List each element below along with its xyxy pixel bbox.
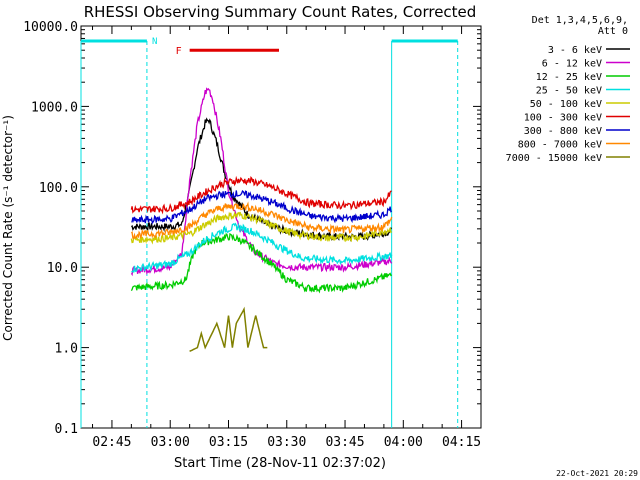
chart-title: RHESSI Observing Summary Count Rates, Co… — [84, 3, 477, 21]
night-label: N — [152, 37, 157, 47]
legend-label-5: 100 - 300 keV — [524, 113, 602, 124]
night-flare-markers: NF — [80, 37, 459, 428]
y-axis: 0.1 1.0 10.0 100.0 1000.0 10000.0 — [23, 20, 481, 437]
legend-header-1: Att 0 — [598, 26, 628, 37]
legend-label-6: 300 - 800 keV — [524, 126, 602, 137]
x-axis: 02:45 03:00 03:15 03:30 03:45 04:00 04:15 — [92, 26, 482, 450]
legend-label-1: 6 - 12 keV — [542, 59, 602, 70]
legend: Det 1,3,4,5,6,9,Att 0 3 - 6 keV 6 - 12 keV… — [506, 15, 630, 164]
legend-header-0: Det 1,3,4,5,6,9, — [532, 15, 628, 26]
x-tick-label: 02:45 — [92, 435, 131, 450]
series-line-8 — [189, 306, 268, 352]
x-tick-label: 03:30 — [267, 435, 306, 450]
series-line-2 — [130, 232, 393, 294]
series-line-4 — [130, 211, 393, 245]
flare-label: F — [176, 46, 182, 57]
legend-label-8: 7000 - 15000 keV — [506, 153, 602, 164]
series-line-7 — [130, 201, 393, 240]
series-line-3 — [131, 222, 393, 274]
series-group — [130, 87, 393, 352]
legend-label-0: 3 - 6 keV — [548, 45, 602, 56]
y-axis-label: Corrected Count Rate (s⁻¹ detector⁻¹) — [1, 115, 15, 341]
y-tick-label: 1.0 — [55, 342, 78, 357]
y-tick-label: 10000.0 — [23, 20, 78, 35]
y-tick-label: 10.0 — [47, 261, 78, 276]
x-tick-label: 04:00 — [384, 435, 423, 450]
series-line-6 — [131, 190, 392, 225]
legend-label-3: 25 - 50 keV — [536, 86, 602, 97]
x-axis-label: Start Time (28-Nov-11 02:37:02) — [174, 456, 386, 471]
y-tick-label: 1000.0 — [31, 100, 78, 115]
x-tick-label: 03:15 — [209, 435, 248, 450]
y-tick-label: 100.0 — [39, 181, 78, 196]
x-tick-label: 04:15 — [442, 435, 481, 450]
y-tick-label: 0.1 — [55, 422, 78, 437]
legend-label-7: 800 - 7000 keV — [518, 140, 602, 151]
x-tick-label: 03:45 — [325, 435, 364, 450]
series-line-5 — [130, 175, 392, 215]
legend-label-2: 12 - 25 keV — [536, 72, 602, 83]
legend-label-4: 50 - 100 keV — [530, 99, 602, 110]
x-tick-label: 03:00 — [151, 435, 190, 450]
footer-date: 22-Oct-2021 20:29 — [556, 469, 638, 478]
